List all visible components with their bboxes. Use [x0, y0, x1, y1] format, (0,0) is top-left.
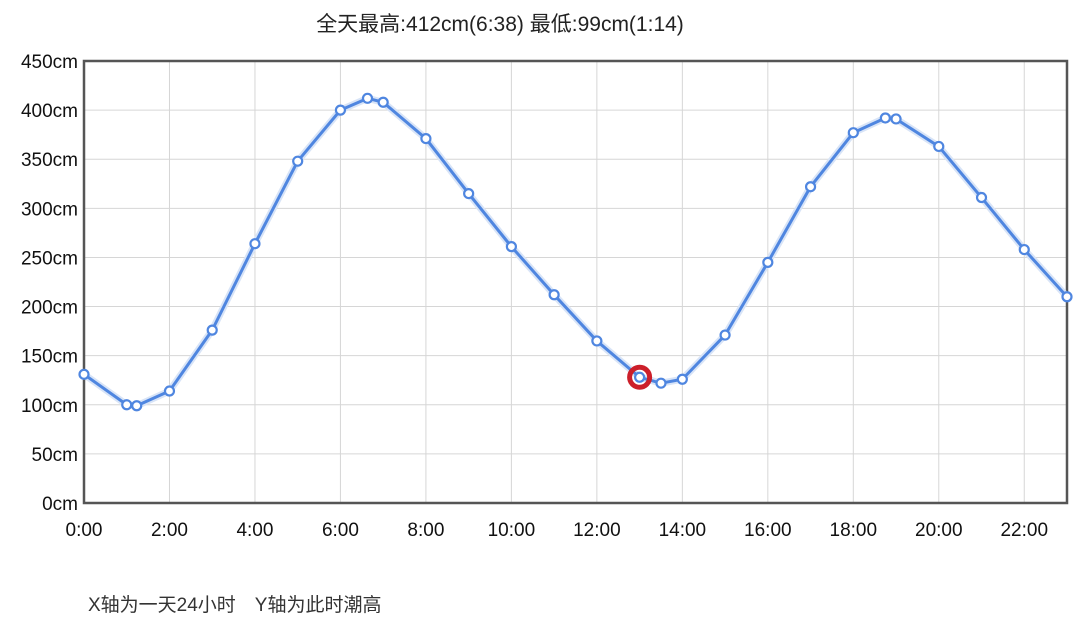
data-point	[591, 335, 603, 347]
data-point	[655, 377, 667, 389]
y-tick-label: 300cm	[21, 199, 78, 220]
y-tick-label: 150cm	[21, 347, 78, 368]
data-point	[1018, 243, 1030, 256]
x-tick-label: 22:00	[1000, 520, 1048, 541]
data-point	[548, 289, 560, 301]
y-tick-label: 400cm	[21, 101, 78, 122]
data-point	[377, 96, 389, 108]
x-tick-label: 10:00	[488, 520, 536, 541]
y-tick-label: 200cm	[21, 298, 78, 319]
y-tick-label: 0cm	[42, 494, 78, 515]
highlight-marker	[627, 364, 653, 390]
chart-title: 全天最高:412cm(6:38) 最低:99cm(1:14)	[316, 13, 684, 36]
data-point	[975, 191, 988, 204]
y-tick-label: 50cm	[32, 445, 78, 466]
y-tick-label: 350cm	[21, 150, 78, 171]
axis-note: X轴为一天24小时 Y轴为此时潮高	[88, 595, 382, 616]
x-tick-label: 14:00	[659, 520, 707, 541]
x-tick-label: 12:00	[573, 520, 621, 541]
data-point	[463, 188, 475, 200]
data-point	[206, 324, 218, 336]
y-tick-label: 250cm	[21, 248, 78, 269]
series-line	[82, 96, 1069, 408]
x-tick-label: 2:00	[151, 520, 188, 541]
data-point	[361, 92, 374, 104]
y-tick-label: 100cm	[21, 396, 78, 417]
data-point	[933, 140, 945, 153]
data-point	[78, 368, 90, 380]
plot-frame	[82, 59, 1069, 505]
tide-chart: 0:00 2:00 4:00 6:00 8:00 10:00 12:00 14:00 16:00…	[21, 52, 1073, 541]
tide-series	[78, 92, 1073, 412]
data-point	[249, 238, 261, 250]
x-axis-ticks: 0:00 2:00 4:00 6:00 8:00 10:00 12:00 14:00 16:00…	[66, 520, 1049, 541]
x-tick-label: 8:00	[407, 520, 444, 541]
data-point	[634, 371, 646, 383]
data-point	[505, 241, 517, 253]
x-tick-label: 16:00	[744, 520, 792, 541]
data-point	[719, 329, 731, 341]
y-tick-label: 450cm	[21, 52, 78, 73]
data-point	[131, 400, 143, 412]
data-point	[163, 385, 176, 397]
x-tick-label: 20:00	[915, 520, 963, 541]
x-tick-label: 0:00	[66, 520, 103, 541]
data-point	[334, 104, 347, 116]
x-tick-label: 6:00	[322, 520, 359, 541]
data-point	[890, 113, 902, 125]
data-point	[676, 373, 688, 385]
data-point	[879, 112, 891, 124]
data-point	[292, 155, 304, 167]
data-point	[420, 132, 432, 145]
data-point	[762, 256, 774, 268]
grid-lines	[83, 60, 1067, 504]
y-axis-ticks: 0cm 50cm 100cm 150cm 200cm 250cm 300cm 350cm 400…	[21, 52, 78, 515]
data-point	[121, 399, 133, 411]
data-point	[804, 181, 817, 193]
series-line-glow	[80, 94, 1071, 410]
x-tick-label: 18:00	[830, 520, 878, 541]
x-tick-label: 4:00	[236, 520, 273, 541]
data-point	[847, 127, 859, 139]
data-point	[1061, 291, 1073, 303]
